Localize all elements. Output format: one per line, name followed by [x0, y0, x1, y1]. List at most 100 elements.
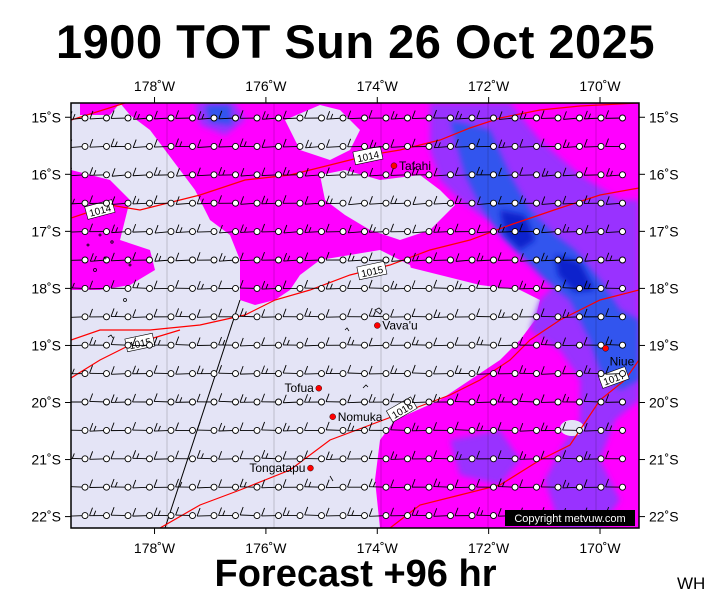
wind-barb	[218, 110, 239, 122]
wind-barb	[326, 139, 347, 150]
wind-barb	[71, 394, 89, 406]
wind-barb	[71, 508, 89, 520]
wind-barb	[261, 421, 282, 434]
wind-barb	[153, 479, 175, 491]
wind-barb	[433, 252, 454, 264]
wind-barb	[71, 139, 89, 150]
wind-barb	[476, 280, 497, 292]
wind-barb	[454, 139, 476, 150]
place-marker: Vava'u	[374, 318, 418, 332]
wind-barb	[304, 252, 325, 264]
wind-barb	[218, 138, 239, 150]
island-outlines	[86, 233, 383, 482]
place-dot	[329, 413, 336, 420]
wind-barb	[132, 309, 153, 321]
wind-barb	[497, 252, 519, 264]
wind-barb	[197, 139, 218, 150]
wind-barb	[540, 422, 562, 434]
wind-barb	[196, 280, 218, 292]
wind-barb	[540, 280, 562, 292]
wind-barb	[218, 393, 239, 406]
wind-barb	[454, 365, 476, 378]
wind-barb	[519, 365, 540, 378]
wind-barb	[391, 253, 411, 264]
wind-barb	[110, 280, 132, 292]
wind-barb	[347, 308, 368, 321]
wind-barb	[454, 308, 476, 321]
lon-label-bottom: 174˚W	[357, 540, 399, 556]
wind-barb	[132, 337, 153, 349]
wind-barb	[239, 224, 261, 236]
lat-label-right: 20˚S	[649, 394, 679, 410]
forecast-label: Forecast +96 hr	[214, 553, 497, 595]
wind-barb	[261, 449, 282, 463]
wind-barb	[218, 422, 239, 434]
wind-barb	[605, 110, 626, 122]
wind-barb	[261, 309, 282, 321]
wind-barb	[304, 365, 325, 378]
wind-barb	[519, 336, 540, 349]
wind-barb	[583, 308, 605, 321]
wind-barb	[175, 478, 196, 491]
wind-barb	[132, 507, 153, 520]
wind-barb	[153, 393, 175, 406]
wind-barb	[261, 337, 282, 349]
wind-barb	[110, 506, 132, 520]
wind-barb	[454, 223, 476, 236]
wind-barb	[497, 224, 519, 236]
wind-barb	[476, 252, 497, 264]
wind-barb	[89, 479, 110, 491]
wind-barb	[368, 508, 390, 520]
wind-barb	[261, 507, 282, 520]
wind-barb	[153, 195, 175, 207]
wind-barb	[153, 422, 175, 434]
wind-barb	[347, 110, 368, 122]
wind-barb	[411, 394, 433, 406]
wind-barb	[325, 223, 347, 236]
lat-label-right: 22˚S	[649, 509, 679, 525]
wind-barb	[132, 393, 153, 406]
wind-barb	[153, 336, 175, 349]
wind-barb	[175, 138, 196, 150]
wind-barb	[218, 479, 239, 491]
wind-barb	[433, 508, 454, 520]
wind-barb	[412, 196, 433, 207]
wind-barb	[368, 365, 390, 378]
wind-barb	[562, 167, 583, 179]
wind-barb	[605, 478, 626, 491]
wind-barb	[282, 110, 304, 122]
wind-barb	[411, 478, 433, 491]
wind-barb	[540, 138, 562, 150]
wind-barb	[433, 422, 454, 434]
wind-barb	[368, 422, 390, 434]
wind-barb	[583, 195, 605, 207]
wind-barb	[196, 365, 218, 378]
wind-barb	[541, 224, 562, 236]
wind-barb	[261, 167, 282, 179]
wind-barbs	[71, 109, 626, 520]
lon-label-top: 176˚W	[245, 78, 287, 94]
wind-barb	[282, 195, 304, 207]
wind-barb	[153, 280, 175, 292]
wind-barb	[110, 366, 132, 378]
wind-barb	[369, 139, 390, 150]
lat-label-right: 18˚S	[649, 280, 679, 296]
wind-barb	[411, 336, 433, 349]
wind-barb	[390, 337, 411, 349]
wind-barb	[175, 366, 196, 378]
wind-barb	[110, 422, 132, 434]
wind-barb	[368, 307, 390, 321]
wind-barb	[454, 167, 476, 179]
wind-barb	[562, 223, 583, 236]
wind-barb	[368, 109, 390, 122]
wind-barb	[282, 479, 304, 491]
place-marker: Tafahi	[390, 159, 431, 173]
wind-barb	[605, 308, 626, 321]
wind-barb	[540, 110, 562, 122]
wind-barb	[476, 110, 497, 122]
wind-barb	[562, 309, 583, 321]
wind-barb	[175, 394, 196, 406]
wind-barb	[369, 195, 390, 207]
wind-barb	[540, 394, 562, 406]
wind-barb	[71, 450, 89, 463]
